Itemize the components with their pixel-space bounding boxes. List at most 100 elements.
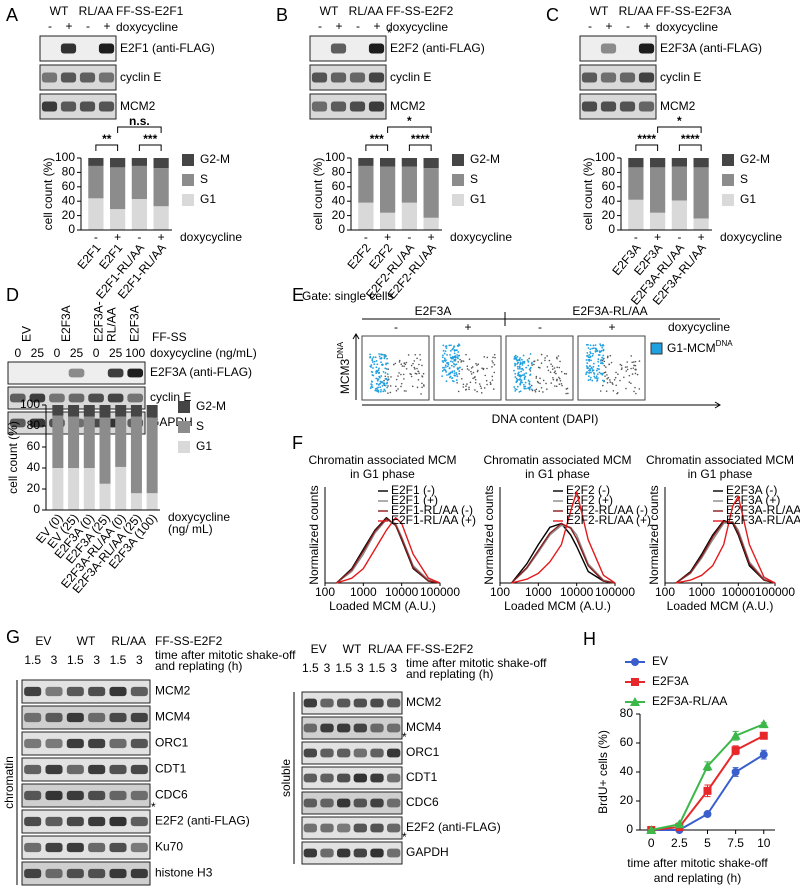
blot-band: [127, 393, 144, 403]
flow-dot: [421, 375, 424, 378]
flow-dot: [478, 383, 481, 385]
flow-dot: [591, 347, 594, 350]
flow-dot: [378, 372, 380, 375]
flow-dot: [609, 354, 612, 357]
blot-band: [130, 816, 148, 827]
sign: +: [605, 19, 612, 33]
flow-dot: [400, 373, 402, 376]
flow-dot: [530, 384, 533, 387]
sig-label: *: [677, 114, 682, 128]
sign: -: [394, 320, 398, 334]
flow-dot: [375, 382, 378, 385]
flow-dot: [528, 388, 531, 391]
blot-band: [387, 848, 401, 858]
flow-dot: [516, 355, 519, 358]
flow-dot: [635, 392, 637, 395]
flow-dot: [394, 362, 397, 365]
flow-dot: [523, 360, 526, 363]
flow-dot: [590, 359, 592, 362]
sign: -: [588, 19, 592, 33]
flow-dot: [369, 356, 372, 359]
flow-dot: [443, 352, 446, 355]
flow-dot: [470, 367, 473, 369]
y-tick-label: 20: [27, 481, 41, 495]
blot: [301, 691, 403, 715]
flow-dot: [606, 356, 609, 359]
genotype: RL/AA: [349, 4, 384, 18]
flow-dot: [586, 362, 589, 364]
flow-dot: [383, 357, 386, 360]
flow-dot: [589, 376, 592, 379]
blot-band: [311, 101, 328, 112]
flow-dot: [521, 358, 523, 361]
construct: FF-SS-E2F1: [116, 4, 184, 18]
flow-dot: [444, 345, 447, 348]
flow-dot: [443, 366, 445, 369]
y-tick-label: 20: [602, 208, 616, 222]
marker: [758, 719, 769, 729]
group-label: E2F3A-: [92, 301, 106, 342]
bar-segment: [88, 198, 104, 230]
dose: 25: [109, 346, 123, 360]
flow-dot: [405, 361, 408, 364]
flow-dot: [489, 381, 492, 384]
time: 1.5: [24, 653, 41, 667]
blot-band: [127, 368, 144, 378]
flow-dot: [395, 385, 397, 388]
blot-band: [45, 712, 63, 723]
group-label: WT: [343, 642, 362, 656]
blot: [301, 741, 403, 765]
flow-dot: [444, 364, 447, 367]
flow-dot: [540, 353, 543, 356]
flow-dot: [585, 359, 588, 361]
flow-dot: [383, 379, 385, 382]
panel-label: B: [276, 5, 288, 25]
group-label: RL/AA: [111, 634, 146, 648]
flow-dot: [485, 379, 488, 382]
marker: [759, 750, 768, 759]
sig-bracket: [365, 144, 389, 151]
treatment: doxycycline: [668, 320, 730, 334]
flow-dot: [586, 352, 589, 354]
flow-dot: [552, 368, 554, 370]
histogram-line: [511, 491, 616, 584]
gate-title: Gate: single cells: [302, 289, 393, 303]
flow-dot: [517, 372, 520, 375]
time: 1.5: [335, 661, 352, 675]
histogram-line: [675, 495, 776, 584]
flow-dot: [528, 383, 531, 386]
construct: FF-SS-E2F2: [406, 642, 474, 656]
blot-band: [353, 698, 367, 708]
flow-dot: [589, 378, 592, 381]
blot-band: [581, 72, 598, 83]
blot-label: CDT1: [155, 762, 187, 776]
flow-dot: [630, 355, 633, 357]
flow-dot: [603, 364, 606, 367]
blot-band: [368, 72, 385, 83]
legend-swatch: [452, 154, 464, 166]
flow-dot: [390, 376, 392, 378]
flow-dot: [405, 367, 408, 370]
x-tick-label: 1000: [688, 585, 715, 599]
flow-dot: [445, 380, 448, 383]
flow-dot: [551, 365, 554, 368]
flow-dot: [523, 376, 526, 379]
sig-bracket: [117, 126, 162, 133]
panel-label: C: [546, 5, 559, 25]
flow-dot: [386, 357, 388, 360]
flow-dot: [389, 391, 392, 394]
flow-dot: [560, 370, 563, 373]
legend-label: S: [740, 172, 748, 186]
blot-band: [130, 790, 148, 801]
sig-bracket: [95, 144, 119, 151]
flow-dot: [601, 356, 604, 359]
sign: +: [103, 19, 110, 33]
dose: 0: [54, 346, 61, 360]
flow-dot: [400, 363, 403, 366]
flow-dot: [597, 365, 600, 367]
flow-dot: [457, 351, 460, 353]
treatment: doxycycline: [116, 20, 178, 34]
x-axis-label: doxycycline: [180, 230, 242, 244]
flow-dot: [526, 359, 529, 361]
